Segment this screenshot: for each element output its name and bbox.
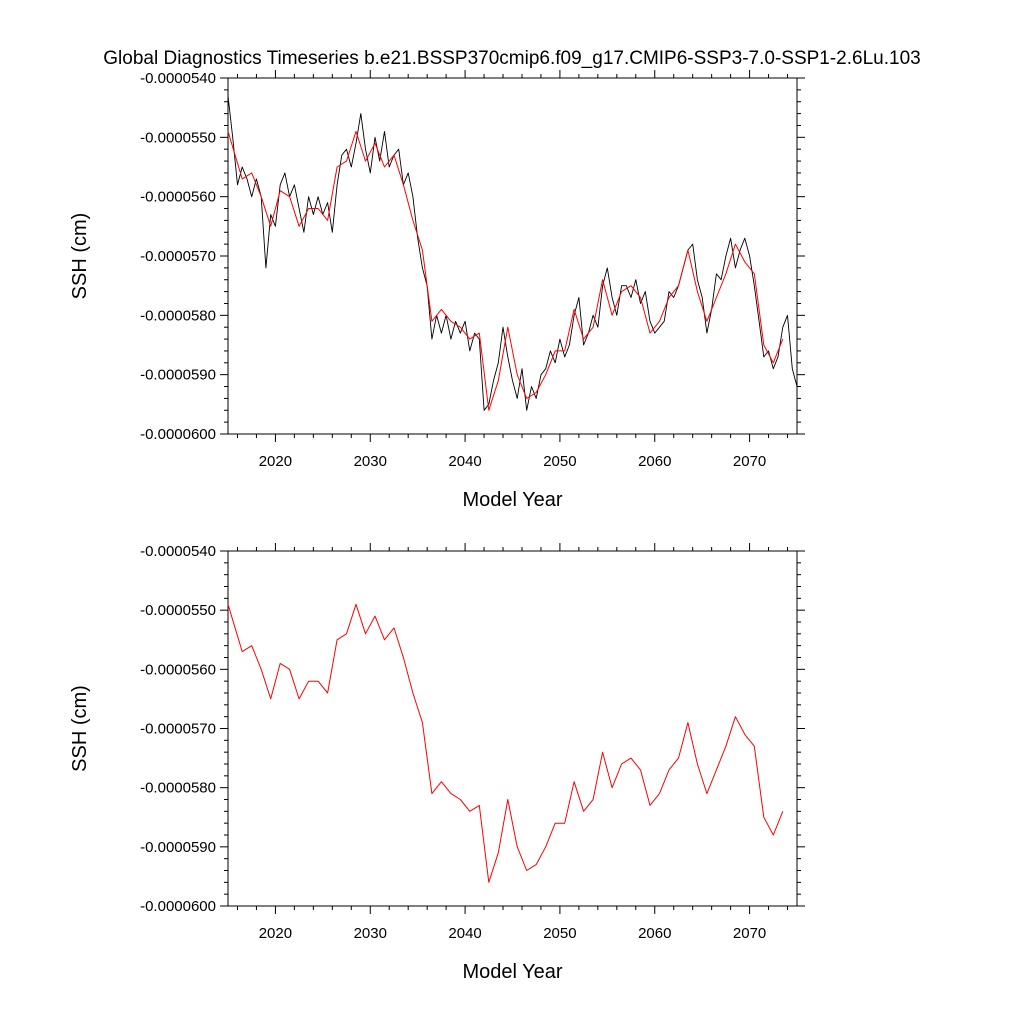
plot-frame [227, 550, 798, 907]
x-tick-label: 2050 [543, 453, 576, 470]
y-tick-label: -0.0000540 [140, 70, 216, 87]
y-axis-label: SSH (cm) [69, 685, 91, 772]
figure-title: Global Diagnostics Timeseries b.e21.BSSP… [103, 48, 920, 69]
x-tick-label: 2070 [733, 453, 766, 470]
y-tick-label: -0.0000550 [140, 602, 216, 619]
y-tick-label: -0.0000580 [140, 307, 216, 324]
y-tick-label: -0.0000590 [140, 839, 216, 856]
x-tick-label: 2070 [733, 925, 766, 942]
x-axis-label: Model Year [462, 489, 562, 511]
x-axis-label: Model Year [462, 961, 562, 983]
x-tick-label: 2060 [638, 925, 671, 942]
x-tick-label: 2030 [354, 925, 387, 942]
y-tick-label: -0.0000570 [140, 248, 216, 265]
series-line-monthly [227, 95, 798, 411]
y-tick-label: -0.0000560 [140, 661, 216, 678]
y-axis-label: SSH (cm) [69, 213, 91, 300]
y-tick-label: -0.0000560 [140, 189, 216, 206]
y-tick-label: -0.0000570 [140, 721, 216, 738]
x-tick-label: 2050 [543, 925, 576, 942]
y-tick-label: -0.0000600 [140, 426, 216, 443]
y-tick-label: -0.0000580 [140, 780, 216, 797]
x-tick-label: 2020 [259, 925, 292, 942]
x-tick-label: 2030 [354, 453, 387, 470]
y-tick-label: -0.0000540 [140, 543, 216, 560]
bottom-plot: 2020 2030 2040 2050 2060 2070 -0.0000540 -0.000… [69, 543, 805, 983]
x-tick-label: 2040 [448, 925, 481, 942]
y-tick-label: -0.0000550 [140, 129, 216, 146]
y-tick-label: -0.0000600 [140, 898, 216, 915]
series-line-annual [227, 130, 784, 411]
top-plot: 2020 2030 2040 2050 2060 2070 -0.0000540 -0.000… [69, 70, 805, 511]
series-line-annual [227, 603, 784, 883]
x-tick-label: 2040 [448, 453, 481, 470]
x-tick-label: 2060 [638, 453, 671, 470]
x-tick-label: 2020 [259, 453, 292, 470]
y-tick-label: -0.0000590 [140, 367, 216, 384]
